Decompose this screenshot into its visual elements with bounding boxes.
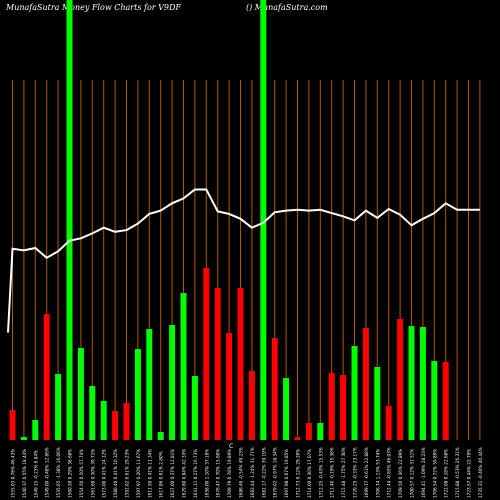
x-tick-label: 1712.25 -0.43% 15.53%: [318, 447, 323, 498]
x-tick-label: 1554.50 0.50% 57.74%: [79, 449, 84, 498]
x-tick-label: 1699.77 -0.61% 22.88%: [364, 447, 369, 498]
x-tick-label: 1681.17 -0.22% 39.19%: [261, 447, 266, 498]
money-flow-bar: [362, 328, 369, 440]
x-tick-label: 1629.80 0.84% 42.33%: [182, 449, 187, 498]
money-flow-bar: [66, 0, 73, 440]
x-tick-label: 1714.00 0.30% 17.07%: [307, 449, 312, 498]
x-tick-label: 1641.11 0.27% 16.73%: [193, 449, 198, 498]
money-flow-bar: [9, 410, 16, 440]
chart-title: MunafaSutra Money Flow Charts for V9DF: [6, 3, 181, 12]
bar-series: [9, 0, 449, 440]
money-flow-bar: [328, 373, 335, 440]
x-tick-label: 1597.97 0.20% 11.67%: [136, 449, 141, 498]
money-flow-bar: [180, 293, 187, 440]
x-tick-label: 1627.00 0.37% 12.81%: [170, 449, 175, 498]
x-tick-label: 1686.46 -0.54% 49.23%: [239, 447, 244, 498]
x-tick-label: 1580.40 0.41% 10.32%: [113, 449, 118, 498]
x-tick-label: 1700.57 0.12% 31.51%: [410, 449, 415, 498]
money-flow-bar: [226, 333, 233, 440]
money-flow-bar: [442, 362, 449, 440]
money-flow-bar: [77, 348, 84, 440]
money-flow-bar: [351, 346, 358, 440]
x-tick-label: 1658.00 1.10% 37.18%: [204, 449, 209, 498]
x-tick-label: 1711.40 -0.19% 35.38%: [330, 447, 335, 498]
money-flow-bar: [408, 326, 415, 440]
x-marker-label: C: [229, 443, 233, 450]
x-tick-label: 1709.56 0.36% 22.89%: [398, 449, 403, 498]
x-tick-label: 1535.65 -1.38% 16.06%: [56, 447, 61, 498]
chart-source: () MunafaSutra.com: [246, 3, 328, 12]
money-flow-bar: [20, 437, 27, 440]
money-flow-bar: [260, 0, 267, 440]
money-flow-bar: [169, 325, 176, 440]
x-tick-label: 1549.15 -0.23% 6.84%: [33, 450, 38, 498]
money-flow-bar: [157, 432, 164, 440]
money-flow-bar: [397, 319, 404, 440]
money-flow-bar: [203, 268, 210, 440]
money-flow-bar: [43, 314, 50, 440]
x-tick-label: 1694.41 -1.09% 28.23%: [421, 447, 426, 498]
x-tick-label: 1540.37 0.55% 18.44%: [22, 449, 27, 498]
money-flow-bar: [214, 288, 221, 440]
money-flow-bar: [112, 411, 119, 440]
x-tick-label: 1712.44 -0.85% 46.03%: [387, 447, 392, 498]
x-tick-label: 1715.48 -1.75% 27.30%: [341, 447, 346, 498]
x-tick-label: 1722.08 0.18% 22.68%: [444, 449, 449, 498]
money-flow-bar: [340, 375, 347, 440]
x-tick-label: 1617.86 0.61% 2.80%: [159, 451, 164, 498]
money-flow-bar: [123, 403, 130, 440]
x-tick-label: 1697.98 0.67% 19.85%: [284, 449, 289, 498]
money-flow-bar: [419, 327, 426, 440]
money-flow-bar: [271, 338, 278, 440]
money-flow-bar: [305, 423, 312, 440]
money-flow-bar: [294, 437, 301, 440]
money-flow-bar: [191, 376, 198, 440]
x-tick-label: 1709.79 0.78% 19.89%: [227, 449, 232, 498]
x-tick-label: 1706.54 0.72% 59.89%: [432, 449, 437, 498]
x-tick-label: 1720.25 -0.33% 23.17%: [353, 447, 358, 498]
x-tick-label: 1683.44 -1.24% 31.77%: [250, 447, 255, 498]
x-tick-label: 1592.02 0.61% 29.23%: [125, 449, 130, 498]
x-tick-label: 1715.88 -0.53% 26.31%: [455, 447, 460, 498]
price-line: [7, 188, 480, 333]
money-flow-bar: [32, 420, 39, 440]
x-tick-label: 1560.50 0.29% 38.68%: [68, 449, 73, 498]
money-flow-bar: [89, 386, 96, 440]
money-flow-bar: [431, 361, 438, 440]
x-tick-label: 1723.57 0.44% 22.79%: [467, 449, 472, 498]
x-tick-label: 1679.02 -0.97% 18.34%: [273, 447, 278, 498]
money-flow-bar: [100, 401, 107, 440]
x-tick-label: 1573.00 0.41% 24.12%: [102, 449, 107, 498]
money-flow-bar: [283, 378, 290, 440]
x-tick-label: 1735.31 -0.40% 40.44%: [478, 447, 483, 498]
x-tick-labels: 1555.03 0.78% 46.43% 1540.37 0.55% 18.44%…: [11, 447, 483, 498]
money-flow-bar: [248, 371, 255, 440]
money-flow-bar: [134, 349, 141, 440]
money-flow-bar: [374, 367, 381, 440]
x-tick-label: 1561.60 0.30% 39.71%: [90, 449, 95, 498]
x-tick-label: 1676.47 0.70% 15.60%: [216, 449, 221, 498]
x-tick-label: 1706.74 1.13% 53.74%: [375, 449, 380, 498]
money-flow-bar: [237, 288, 244, 440]
money-flow-bar: [55, 374, 62, 440]
money-flow-bar: [146, 329, 153, 440]
x-tick-label: 1611.50 0.41% 11.34%: [147, 449, 152, 498]
x-tick-label: 1555.03 0.78% 46.43%: [11, 449, 16, 498]
x-tick-label: 1712.73 0.12% 29.20%: [296, 449, 301, 498]
x-tick-label: 1549.00 -0.48% 12.86%: [45, 447, 50, 498]
money-flow-bar: [385, 406, 392, 440]
money-flow-bar: [317, 423, 324, 440]
